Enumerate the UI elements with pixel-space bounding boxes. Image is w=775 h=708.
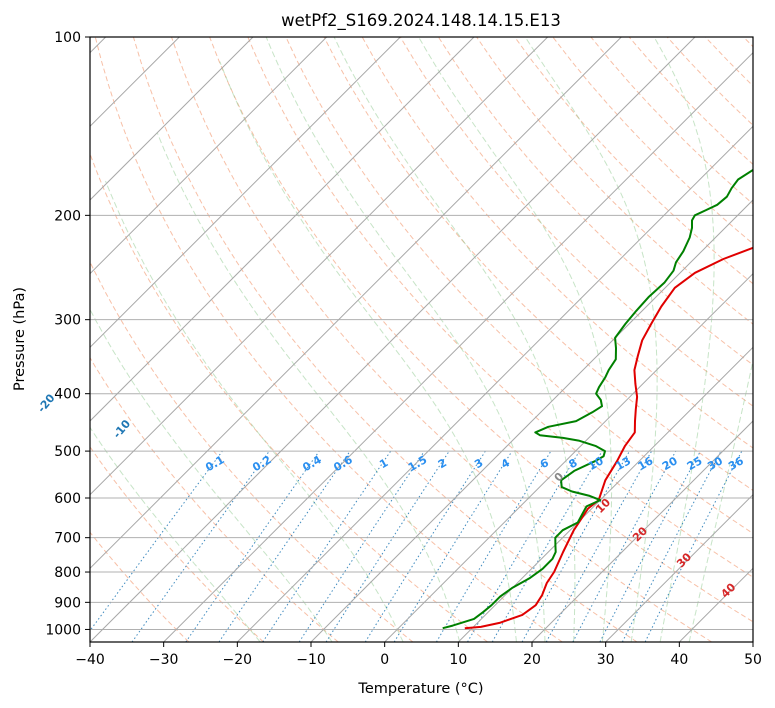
- moist-adiabat: [105, 180, 404, 642]
- dry-adiabat: [90, 531, 190, 642]
- dry-adiabat: [247, 37, 753, 578]
- mixing-ratio-line: [644, 450, 743, 642]
- mixing-ratio-line: [185, 450, 320, 642]
- x-tick-label: −30: [149, 652, 179, 668]
- isotherm-grid-line: [605, 493, 753, 642]
- moist-adiabat: [90, 308, 333, 642]
- mixing-ratio-line: [218, 450, 351, 642]
- x-axis-title: Temperature (°C): [357, 681, 483, 697]
- y-tick-label: 1000: [45, 622, 81, 638]
- dry-adiabat: [755, 10, 775, 642]
- isotherm-grid-line: [236, 125, 753, 642]
- x-tick-label: 0: [380, 652, 389, 668]
- y-tick-label: 600: [54, 491, 81, 507]
- x-tick-label: 40: [670, 652, 688, 668]
- isotherm-grid-line: [90, 37, 401, 349]
- mixing-ratio-line: [572, 450, 677, 642]
- isotherm-grid-line: [90, 37, 254, 201]
- mixing-ratio-line: [262, 450, 392, 642]
- dry-adiabat: [90, 356, 339, 642]
- mixing-ratio-line: [298, 450, 425, 642]
- isotherm-grid-line: [90, 37, 475, 422]
- isotherm-grid-line: [531, 420, 753, 642]
- isotherm-grid-line: [752, 641, 753, 642]
- dry-adiabat: [399, 37, 753, 407]
- moist-adiabat: [219, 61, 517, 642]
- dry-adiabat: [361, 37, 753, 449]
- mixing-ratio-line: [521, 450, 630, 642]
- dry-adiabat: [170, 37, 712, 642]
- x-tick-label: 20: [523, 652, 541, 668]
- y-tick-label: 700: [54, 531, 81, 547]
- dry-adiabat: [90, 152, 488, 642]
- background-lines: [90, 10, 775, 642]
- dry-adiabat: [209, 37, 753, 623]
- mixing-ratio-line: [90, 450, 223, 632]
- moist-adiabat: [265, 37, 546, 642]
- isotherm-grid-line: [310, 199, 753, 642]
- mixing-ratio-line: [131, 450, 270, 642]
- dry-adiabat: [90, 260, 414, 642]
- mixing-ratio-line: [545, 450, 653, 642]
- x-tick-label: −40: [75, 652, 105, 668]
- mixing-ratio-line: [325, 450, 450, 642]
- y-tick-label: 900: [54, 595, 81, 611]
- dry-adiabat: [476, 37, 753, 325]
- y-tick-label: 300: [54, 313, 81, 329]
- moist-adiabat: [524, 37, 658, 642]
- y-axis-ticks: 100 200 300 400 500 600 700 800 900 1000: [45, 30, 90, 638]
- moist-adiabat: [653, 37, 715, 642]
- x-tick-label: −20: [223, 652, 253, 668]
- dry-adiabat: [514, 37, 753, 285]
- moist-adiabat: [418, 37, 613, 642]
- y-tick-label: 500: [54, 444, 81, 460]
- isotherm-grid-line: [90, 37, 549, 496]
- moist-adiabat: [688, 358, 753, 642]
- y-tick-label: 100: [54, 30, 81, 46]
- moist-adiabat: [90, 426, 261, 642]
- dry-adiabat: [94, 37, 563, 642]
- moist-adiabat: [333, 37, 576, 642]
- isotherm-grid-line: [90, 37, 622, 570]
- y-tick-label: 200: [54, 208, 81, 224]
- isotherm-grid-line: [90, 37, 328, 275]
- isotherm-grid-line: [384, 272, 753, 642]
- x-axis-ticks: −40 −30 −20 −10 0 10 20 30 40 50: [75, 642, 762, 668]
- y-tick-label: 800: [54, 565, 81, 581]
- isotherm-grid-line: [90, 37, 696, 642]
- x-tick-label: 50: [744, 652, 762, 668]
- chart-title: wetPf2_S169.2024.148.14.15.E13: [281, 11, 561, 31]
- temperature-line: [464, 246, 753, 630]
- isotherm-grid-line: [457, 346, 753, 642]
- dewpoint-line: [442, 168, 753, 630]
- grid-lines: [90, 37, 753, 642]
- y-tick-label: 400: [54, 387, 81, 403]
- mixing-ratio-line: [393, 450, 513, 642]
- isotherm-grid-line: [163, 51, 753, 642]
- x-tick-label: −10: [296, 652, 326, 668]
- x-tick-label: 30: [597, 652, 615, 668]
- plot-frame: [89, 36, 754, 643]
- y-axis-title: Pressure (hPa): [12, 287, 28, 391]
- data-series: [442, 168, 753, 630]
- x-tick-label: 10: [449, 652, 467, 668]
